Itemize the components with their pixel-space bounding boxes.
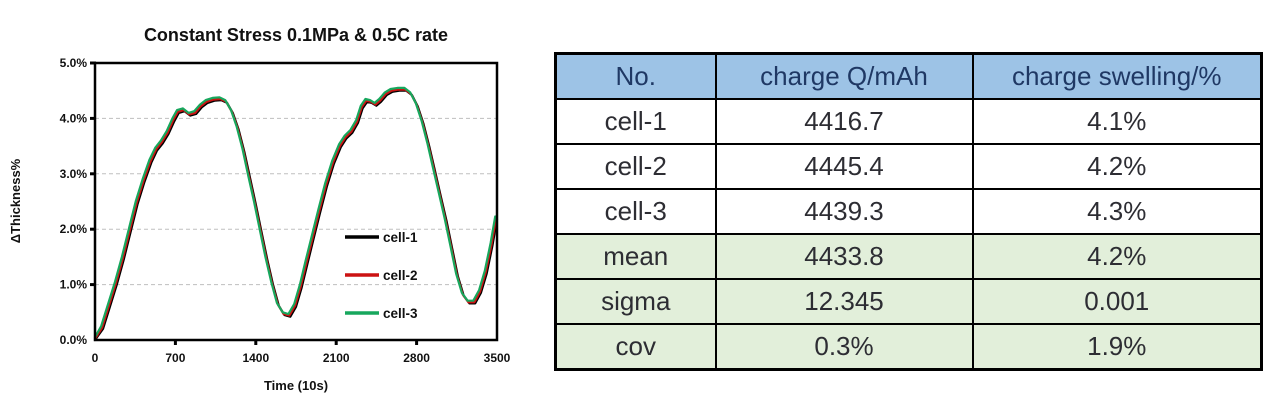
row-label-cell: cov <box>554 323 717 371</box>
table-row-mean: mean 4433.8 4.2% <box>554 233 1263 280</box>
plot-border <box>93 61 499 342</box>
chart-legend: cell-1 cell-2 cell-3 <box>345 230 418 321</box>
table-row-cell-3: cell-3 4439.3 4.3% <box>554 188 1263 235</box>
table-header-cell: charge swelling/% <box>971 52 1263 100</box>
legend-item-cell-3: cell-3 <box>345 306 418 321</box>
legend-item-cell-2: cell-2 <box>345 268 418 283</box>
x-tick-label: 2800 <box>403 351 430 365</box>
swelling-chart-panel: Constant Stress 0.1MPa & 0.5C rate ΔThic… <box>0 0 530 407</box>
row-label-cell: cell-1 <box>554 98 717 145</box>
value-cell: 1.9% <box>971 323 1263 371</box>
row-label-cell: cell-2 <box>554 143 717 190</box>
table-header-row: No. charge Q/mAh charge swelling/% <box>554 52 1263 100</box>
series-lines <box>93 86 499 342</box>
y-axis-label: ΔThickness% <box>8 158 23 243</box>
value-cell: 4.2% <box>971 233 1263 280</box>
row-label-cell: sigma <box>554 278 717 325</box>
x-tick-label: 0 <box>92 351 99 365</box>
chart-title: Constant Stress 0.1MPa & 0.5C rate <box>144 25 448 45</box>
series-line-cell-3 <box>93 86 497 339</box>
x-tick-label: 700 <box>165 351 185 365</box>
results-table: No. charge Q/mAh charge swelling/% cell-1 4… <box>554 52 1263 371</box>
y-tick-label: 1.0% <box>60 278 88 292</box>
table-row-cell-1: cell-1 4416.7 4.1% <box>554 98 1263 145</box>
legend-label-cell-1: cell-1 <box>383 230 418 245</box>
table-row-cov: cov 0.3% 1.9% <box>554 323 1263 371</box>
y-tick-label: 3.0% <box>60 167 88 181</box>
row-label-cell: cell-3 <box>554 188 717 235</box>
value-cell: 4.2% <box>971 143 1263 190</box>
value-cell: 4445.4 <box>714 143 974 190</box>
line-chart: Constant Stress 0.1MPa & 0.5C rate ΔThic… <box>8 25 511 393</box>
value-cell: 4.1% <box>971 98 1263 145</box>
legend-label-cell-3: cell-3 <box>383 306 418 321</box>
value-cell: 4416.7 <box>714 98 974 145</box>
value-cell: 0.001 <box>971 278 1263 325</box>
x-tick-label: 1400 <box>242 351 269 365</box>
table-row-sigma: sigma 12.345 0.001 <box>554 278 1263 325</box>
value-cell: 0.3% <box>714 323 974 371</box>
y-tick-label: 0.0% <box>60 333 88 347</box>
x-tick-label: 3500 <box>484 351 511 365</box>
x-tick-label: 2100 <box>323 351 350 365</box>
y-tick-label: 5.0% <box>60 56 88 70</box>
results-table-panel: No. charge Q/mAh charge swelling/% cell-1 4… <box>554 52 1263 371</box>
value-cell: 4439.3 <box>714 188 974 235</box>
x-axis-label: Time (10s) <box>264 378 328 393</box>
legend-item-cell-1: cell-1 <box>345 230 418 245</box>
table-header-cell: No. <box>554 52 717 100</box>
value-cell: 12.345 <box>714 278 974 325</box>
y-tick-label: 2.0% <box>60 222 88 236</box>
axis-ticks: 0.0% 1.0% 2.0% 3.0% 4.0% 5.0% 0 700 1400 2100 2800… <box>60 56 511 365</box>
value-cell: 4433.8 <box>714 233 974 280</box>
y-tick-label: 4.0% <box>60 111 88 125</box>
table-header-cell: charge Q/mAh <box>714 52 974 100</box>
row-label-cell: mean <box>554 233 717 280</box>
legend-label-cell-2: cell-2 <box>383 268 418 283</box>
gridlines <box>95 117 497 286</box>
value-cell: 4.3% <box>971 188 1263 235</box>
table-row-cell-2: cell-2 4445.4 4.2% <box>554 143 1263 190</box>
